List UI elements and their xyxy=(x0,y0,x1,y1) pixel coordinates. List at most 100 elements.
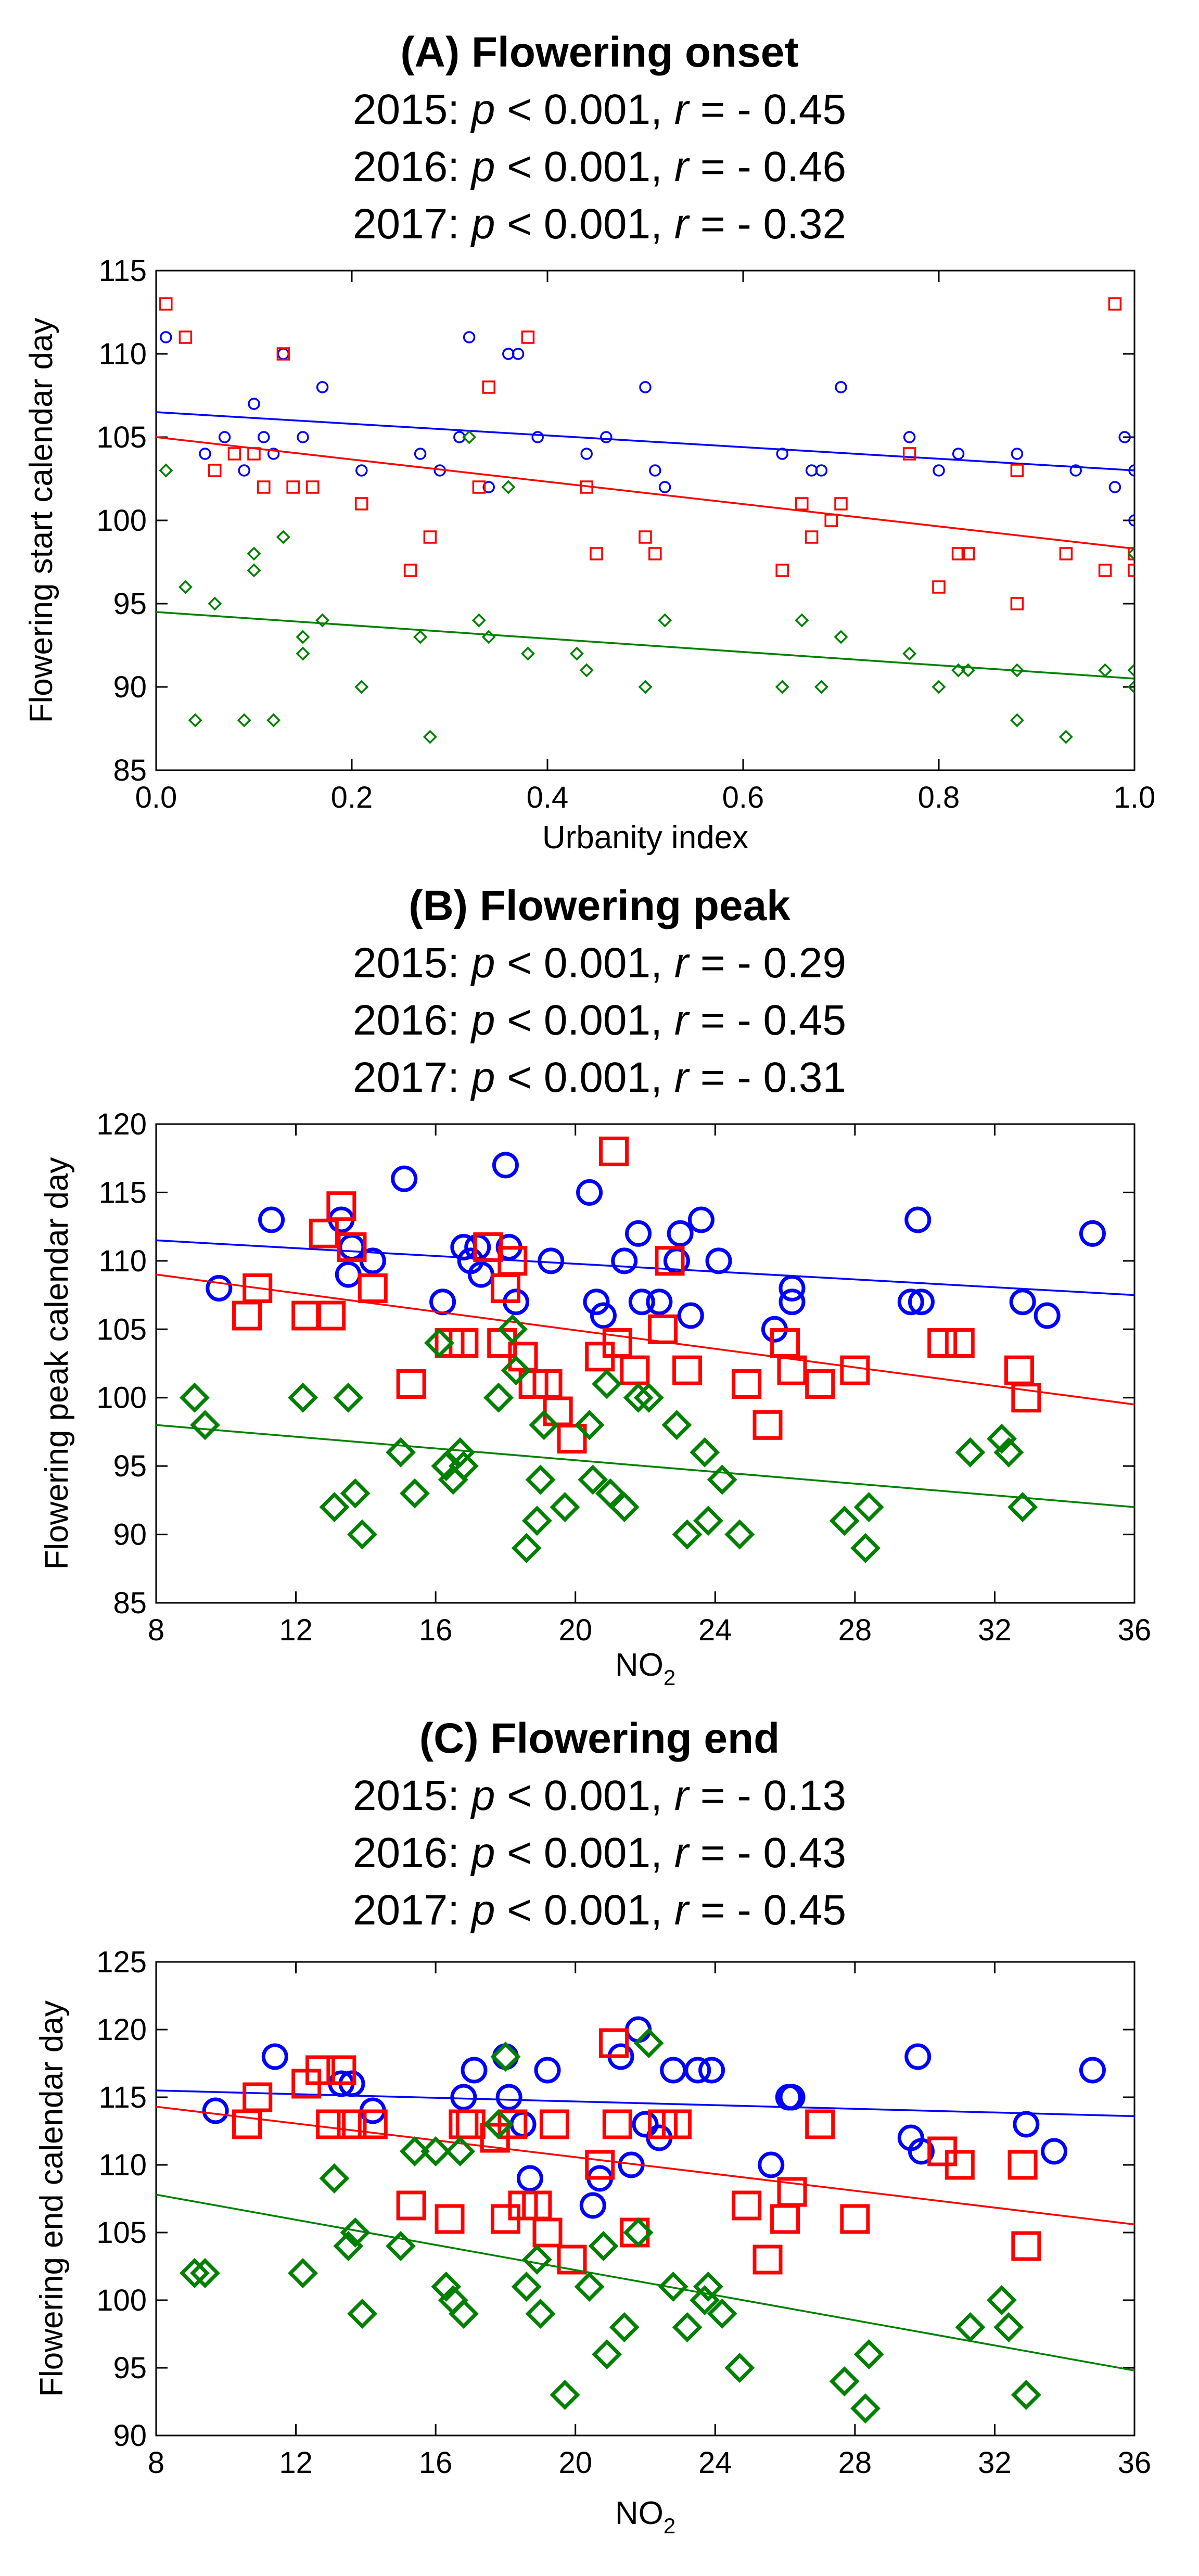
circle-marker xyxy=(248,398,260,410)
square-marker xyxy=(951,547,965,560)
diamond-marker xyxy=(829,1506,860,1536)
regression-line xyxy=(156,611,1134,680)
square-marker xyxy=(599,1137,629,1167)
circle-marker xyxy=(658,481,671,493)
stat-r: r = - 0.45 xyxy=(674,997,847,1044)
diamond-marker xyxy=(633,2028,664,2058)
y-tick-label: 120 xyxy=(96,1107,147,1141)
square-marker xyxy=(1098,564,1112,577)
diamond-marker xyxy=(431,2272,462,2302)
square-marker xyxy=(648,547,662,560)
stat-comma: , xyxy=(650,1772,674,1819)
circle-marker xyxy=(258,1206,285,1233)
y-tick-label: 85 xyxy=(113,754,147,787)
stat-comma: , xyxy=(650,143,674,190)
y-tick-label: 90 xyxy=(113,2419,147,2453)
stat-line: 2016: p < 0.001, r = - 0.46 xyxy=(0,146,1199,188)
square-marker xyxy=(1059,547,1073,560)
plot-frame xyxy=(155,270,1136,771)
diamond-marker xyxy=(399,2136,430,2166)
square-marker xyxy=(247,447,261,461)
circle-marker xyxy=(903,431,916,443)
square-marker xyxy=(404,564,417,577)
stat-p: p < 0.001 xyxy=(471,143,651,190)
y-tick-label: 115 xyxy=(99,254,147,288)
square-marker xyxy=(805,1369,835,1399)
diamond-marker xyxy=(319,1492,350,1522)
square-marker xyxy=(532,2217,563,2248)
square-marker xyxy=(208,464,222,477)
circle-marker xyxy=(531,431,544,443)
square-marker xyxy=(326,1191,356,1221)
square-marker xyxy=(732,2190,762,2221)
x-tick-label: 32 xyxy=(978,2446,1012,2480)
square-marker xyxy=(945,2150,975,2180)
data-layer xyxy=(156,297,1134,744)
square-marker xyxy=(770,2204,800,2234)
x-axis-label-text: NO xyxy=(615,1647,664,1683)
diamond-marker xyxy=(609,1492,640,1522)
stat-year: 2015 xyxy=(352,86,448,133)
diamond-marker xyxy=(707,2299,737,2329)
square-marker xyxy=(358,1273,388,1303)
y-tick-label: 105 xyxy=(96,420,147,454)
circle-marker xyxy=(1128,464,1134,477)
regression-line xyxy=(156,1273,1134,1406)
diamond-marker xyxy=(521,2245,552,2275)
stat-year: 2017 xyxy=(352,200,448,248)
diamond-marker xyxy=(424,1328,454,1358)
diamond-marker xyxy=(595,1478,626,1509)
y-tick-label: 115 xyxy=(99,2081,147,2114)
stat-r: r = - 0.45 xyxy=(674,86,847,133)
x-tick-label: 20 xyxy=(558,1613,592,1647)
square-marker xyxy=(326,2055,356,2085)
diamond-marker xyxy=(471,613,486,628)
diamond-marker xyxy=(445,2136,476,2166)
stat-year: 2016 xyxy=(352,143,448,190)
panel-title: (C) Flowering end xyxy=(419,1715,780,1762)
regression-line xyxy=(156,436,1134,550)
stat-comma: , xyxy=(650,1829,674,1877)
circle-marker xyxy=(450,2084,477,2111)
data-layer xyxy=(156,2016,1134,2424)
square-marker xyxy=(276,347,290,361)
square-marker xyxy=(1108,297,1122,311)
diamond-marker xyxy=(623,1382,654,1413)
square-marker xyxy=(243,2082,273,2112)
stat-comma: , xyxy=(650,939,674,987)
circle-marker xyxy=(779,1274,806,1302)
diamond-marker xyxy=(315,613,330,628)
stat-p: p < 0.001 xyxy=(471,86,651,133)
x-tick-label: 0.8 xyxy=(918,781,960,814)
diamond-marker xyxy=(1010,663,1024,678)
circle-marker xyxy=(684,2057,711,2084)
stat-separator: : xyxy=(448,1829,471,1877)
diamond-marker xyxy=(993,1437,1024,1468)
diamond-marker xyxy=(955,1437,986,1468)
x-tick-label: 32 xyxy=(978,1613,1012,1647)
circle-marker xyxy=(779,1289,806,1316)
stat-r: r = - 0.31 xyxy=(674,1054,847,1101)
square-marker xyxy=(355,497,368,511)
square-marker xyxy=(227,447,241,461)
circle-marker xyxy=(583,1289,610,1316)
square-marker xyxy=(291,1300,322,1331)
circle-marker xyxy=(897,1289,924,1316)
diamond-marker xyxy=(190,1410,220,1440)
square-marker xyxy=(305,2055,336,2085)
stat-p: p < 0.001 xyxy=(471,939,651,987)
square-marker xyxy=(752,1410,783,1440)
regression-line xyxy=(156,411,1134,471)
x-tick-label: 16 xyxy=(419,1613,453,1647)
diamond-marker xyxy=(525,1464,556,1495)
stat-comma: , xyxy=(650,200,674,248)
diamond-marker xyxy=(853,1492,884,1522)
diamond-marker xyxy=(1127,663,1134,678)
x-tick-label: 24 xyxy=(698,1613,732,1647)
stat-separator: : xyxy=(448,939,471,987)
square-marker xyxy=(585,2150,615,2180)
x-tick-label: 24 xyxy=(698,2446,732,2480)
circle-marker xyxy=(316,381,329,393)
stat-p: p < 0.001 xyxy=(471,1886,651,1934)
circle-marker xyxy=(202,2097,229,2124)
